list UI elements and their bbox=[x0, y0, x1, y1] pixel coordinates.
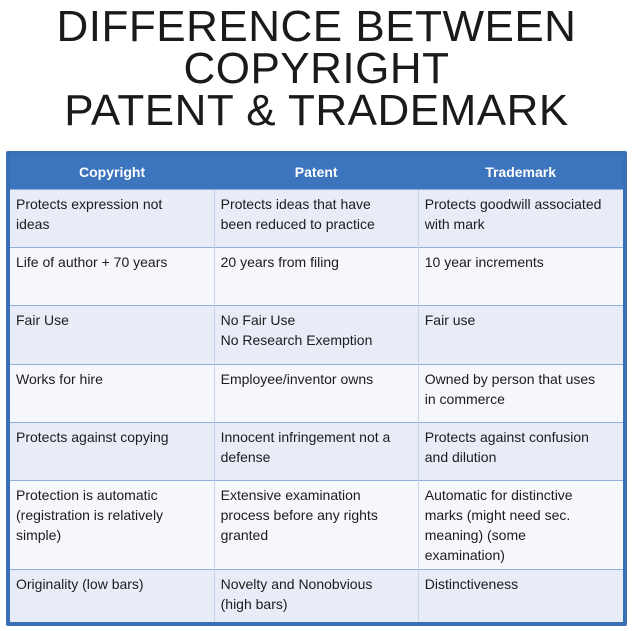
cell-text: No Fair Use bbox=[220, 312, 296, 329]
comparison-table-frame: Copyright Patent Trademark Protects expr… bbox=[6, 151, 627, 626]
header-patent: Patent bbox=[214, 155, 419, 190]
table-cell-patent: No Fair Use No Research Exemption bbox=[213, 305, 419, 365]
cell-text: simple) bbox=[16, 526, 62, 543]
table-cell-trademark: Distinctiveness bbox=[417, 569, 623, 622]
cell-text: Works for hire bbox=[16, 370, 103, 387]
cell-text: granted bbox=[220, 526, 269, 543]
table-cell-patent: Extensive examination process before any … bbox=[213, 479, 419, 570]
cell-text: Fair Use bbox=[16, 312, 69, 329]
table-row: Works for hire Employee/inventor owns Owne… bbox=[10, 363, 623, 423]
cell-text: Novelty and Nonobvious bbox=[220, 576, 373, 593]
table-cell-copyright: Fair Use bbox=[10, 305, 215, 365]
cell-text: Protects expression not bbox=[16, 196, 163, 212]
cell-text: marks (might need sec. bbox=[424, 506, 571, 523]
table-row: Protects against copying Innocent infring… bbox=[10, 421, 623, 481]
table-row: Fair Use No Fair Use No Research Exemption… bbox=[10, 305, 623, 365]
cell-text: Protects goodwill associated bbox=[424, 196, 602, 212]
table-cell-copyright: Protects expression not ideas bbox=[10, 188, 215, 248]
cell-text: Protection is automatic bbox=[16, 486, 158, 503]
page-title: DIFFERENCE BETWEEN COPYRIGHT PATENT & TR… bbox=[0, 2, 633, 135]
table-cell-patent: 20 years from filing bbox=[213, 247, 419, 306]
table-cell-copyright: Originality (low bars) bbox=[10, 569, 215, 622]
cell-text: process before any rights bbox=[220, 506, 378, 523]
cell-text: been reduced to practice bbox=[220, 216, 375, 232]
title-line-1: DIFFERENCE BETWEEN bbox=[56, 2, 577, 51]
cell-text: 20 years from filing bbox=[220, 254, 339, 271]
table-cell-trademark: Protects against confusion and dilution bbox=[417, 421, 623, 481]
table-cell-copyright: Protection is automatic (registration is … bbox=[10, 479, 215, 570]
table-row: Life of author + 70 years 20 years from f… bbox=[10, 247, 623, 306]
cell-text: and dilution bbox=[424, 448, 497, 465]
table-cell-trademark: 10 year increments bbox=[417, 247, 623, 306]
cell-text: Automatic for distinctive bbox=[424, 486, 573, 503]
cell-text: ideas bbox=[16, 216, 50, 232]
cell-text: Protects ideas that have bbox=[220, 196, 371, 212]
cell-text: Owned by person that uses bbox=[424, 370, 596, 387]
table-cell-copyright: Protects against copying bbox=[10, 421, 215, 481]
cell-text: Innocent infringement not a bbox=[220, 428, 391, 445]
cell-text: examination) bbox=[424, 546, 505, 563]
cell-text: defense bbox=[220, 448, 271, 465]
cell-text: Employee/inventor owns bbox=[220, 370, 374, 387]
table-cell-patent: Novelty and Nonobvious (high bars) bbox=[213, 569, 419, 622]
table-cell-patent: Innocent infringement not a defense bbox=[213, 421, 419, 481]
cell-text: Originality (low bars) bbox=[16, 576, 144, 593]
cell-text: No Research Exemption bbox=[220, 332, 373, 349]
cell-text: 10 year increments bbox=[424, 254, 544, 271]
table-header-row: Copyright Patent Trademark bbox=[10, 155, 623, 190]
cell-text: Fair use bbox=[424, 312, 476, 329]
cell-text: (registration is relatively bbox=[16, 506, 164, 523]
table-cell-trademark: Protects goodwill associated with mark bbox=[417, 188, 623, 248]
table-cell-patent: Protects ideas that have been reduced to … bbox=[213, 188, 419, 248]
table-cell-trademark: Automatic for distinctive marks (might ne… bbox=[417, 479, 623, 570]
table-cell-trademark: Fair use bbox=[417, 305, 623, 365]
cell-text: Protects against copying bbox=[16, 428, 169, 445]
cell-text: Distinctiveness bbox=[424, 576, 519, 593]
cell-text: Life of author + 70 years bbox=[16, 254, 168, 271]
table-cell-patent: Employee/inventor owns bbox=[213, 363, 419, 423]
table-cell-copyright: Life of author + 70 years bbox=[10, 247, 215, 306]
cell-text: meaning) (some bbox=[424, 526, 526, 543]
title-line-2: COPYRIGHT bbox=[183, 44, 450, 93]
cell-text: (high bars) bbox=[220, 596, 288, 613]
cell-text: Extensive examination bbox=[220, 486, 361, 503]
header-trademark: Trademark bbox=[418, 155, 623, 190]
header-copyright: Copyright bbox=[10, 155, 215, 190]
title-line-3: PATENT & TRADEMARK bbox=[64, 86, 569, 135]
comparison-table: Copyright Patent Trademark Protects expr… bbox=[10, 155, 623, 622]
table-cell-trademark: Owned by person that uses in commerce bbox=[417, 363, 623, 423]
table-row: Originality (low bars) Novelty and Nonobv… bbox=[10, 569, 623, 622]
cell-text: with mark bbox=[424, 216, 485, 232]
table-row: Protects expression not ideas Protects ide… bbox=[10, 188, 623, 248]
cell-text: Protects against confusion bbox=[424, 428, 589, 445]
table-cell-copyright: Works for hire bbox=[10, 363, 215, 423]
table-row: Protection is automatic (registration is … bbox=[10, 479, 623, 570]
cell-text: in commerce bbox=[424, 390, 505, 407]
